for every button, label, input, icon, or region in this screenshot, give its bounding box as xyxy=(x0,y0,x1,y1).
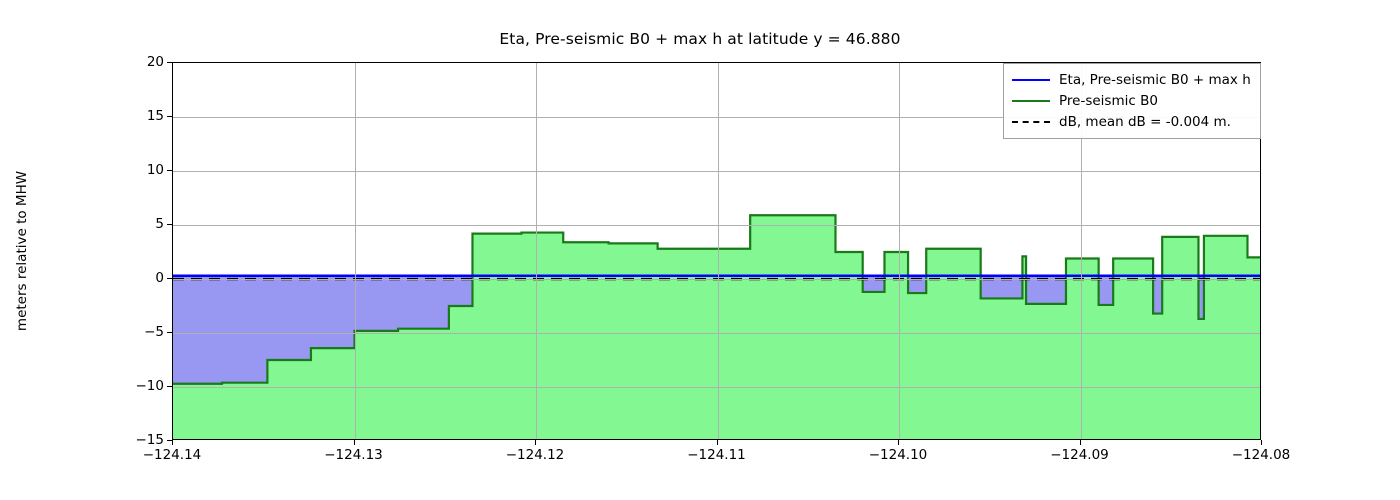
y-tick-label: 5 xyxy=(155,216,164,232)
legend-box: Eta, Pre-seismic B0 + max h Pre-seismic B… xyxy=(1003,63,1261,139)
legend-swatch xyxy=(1012,99,1050,102)
y-tick-mark xyxy=(167,332,172,334)
y-tick-label: −5 xyxy=(144,324,164,340)
x-tick-label: −124.09 xyxy=(1050,447,1109,463)
gridline-horizontal xyxy=(173,279,1260,280)
gridline-vertical xyxy=(354,63,356,439)
x-tick-label: −124.13 xyxy=(324,447,383,463)
legend-item-label: Pre-seismic B0 xyxy=(1059,92,1158,109)
legend-line-sample xyxy=(1012,74,1050,86)
y-tick-mark xyxy=(167,62,172,64)
legend-item: Eta, Pre-seismic B0 + max h xyxy=(1012,69,1252,90)
chart-title: Eta, Pre-seismic B0 + max h at latitude … xyxy=(499,30,901,48)
x-tick-mark xyxy=(172,440,174,445)
x-tick-mark xyxy=(716,440,718,445)
x-tick-label: −124.11 xyxy=(687,447,746,463)
land-fill-area xyxy=(173,215,1260,439)
legend-item-label: dB, mean dB = -0.004 m. xyxy=(1059,113,1231,130)
x-tick-mark xyxy=(898,440,900,445)
gridline-vertical xyxy=(899,63,900,439)
y-tick-mark xyxy=(167,386,172,388)
x-tick-label: −124.08 xyxy=(1231,447,1291,463)
y-tick-mark xyxy=(167,224,172,226)
y-tick-mark xyxy=(167,440,172,442)
y-tick-mark xyxy=(167,116,172,118)
y-tick-label: −15 xyxy=(135,432,165,448)
y-tick-label: 10 xyxy=(146,162,164,178)
legend-item-label: Eta, Pre-seismic B0 + max h xyxy=(1059,71,1251,88)
x-tick-mark xyxy=(1261,440,1263,445)
x-tick-label: −124.12 xyxy=(505,447,565,463)
legend-swatch xyxy=(1012,78,1050,81)
gridline-horizontal xyxy=(173,117,1260,118)
water-fill-area xyxy=(173,275,1204,384)
legend-swatch xyxy=(1012,120,1050,123)
gridline-vertical xyxy=(717,63,719,439)
y-tick-mark xyxy=(167,278,172,280)
y-tick-mark xyxy=(167,170,172,172)
y-tick-label: 0 xyxy=(155,270,164,286)
gridline-horizontal xyxy=(173,171,1260,172)
y-tick-label: 20 xyxy=(146,54,164,70)
x-tick-label: −124.10 xyxy=(868,447,928,463)
x-tick-mark xyxy=(353,440,355,445)
y-axis-label: meters relative to MHW xyxy=(14,170,30,332)
legend-line-sample xyxy=(1012,95,1050,107)
legend-line-sample xyxy=(1012,116,1050,128)
preseismic-b0-line xyxy=(173,214,1260,385)
gridline-vertical xyxy=(1080,63,1082,439)
x-tick-mark xyxy=(1079,440,1081,445)
gridline-horizontal xyxy=(173,225,1260,226)
gridline-vertical xyxy=(536,63,537,439)
x-tick-label: −124.14 xyxy=(142,447,202,463)
y-tick-label: 15 xyxy=(146,108,164,124)
legend-item: Pre-seismic B0 xyxy=(1012,90,1252,111)
y-tick-label: −10 xyxy=(135,378,165,394)
gridline-horizontal xyxy=(173,387,1260,388)
legend-item: dB, mean dB = -0.004 m. xyxy=(1012,111,1252,132)
gridline-horizontal xyxy=(173,333,1260,334)
x-tick-mark xyxy=(535,440,537,445)
